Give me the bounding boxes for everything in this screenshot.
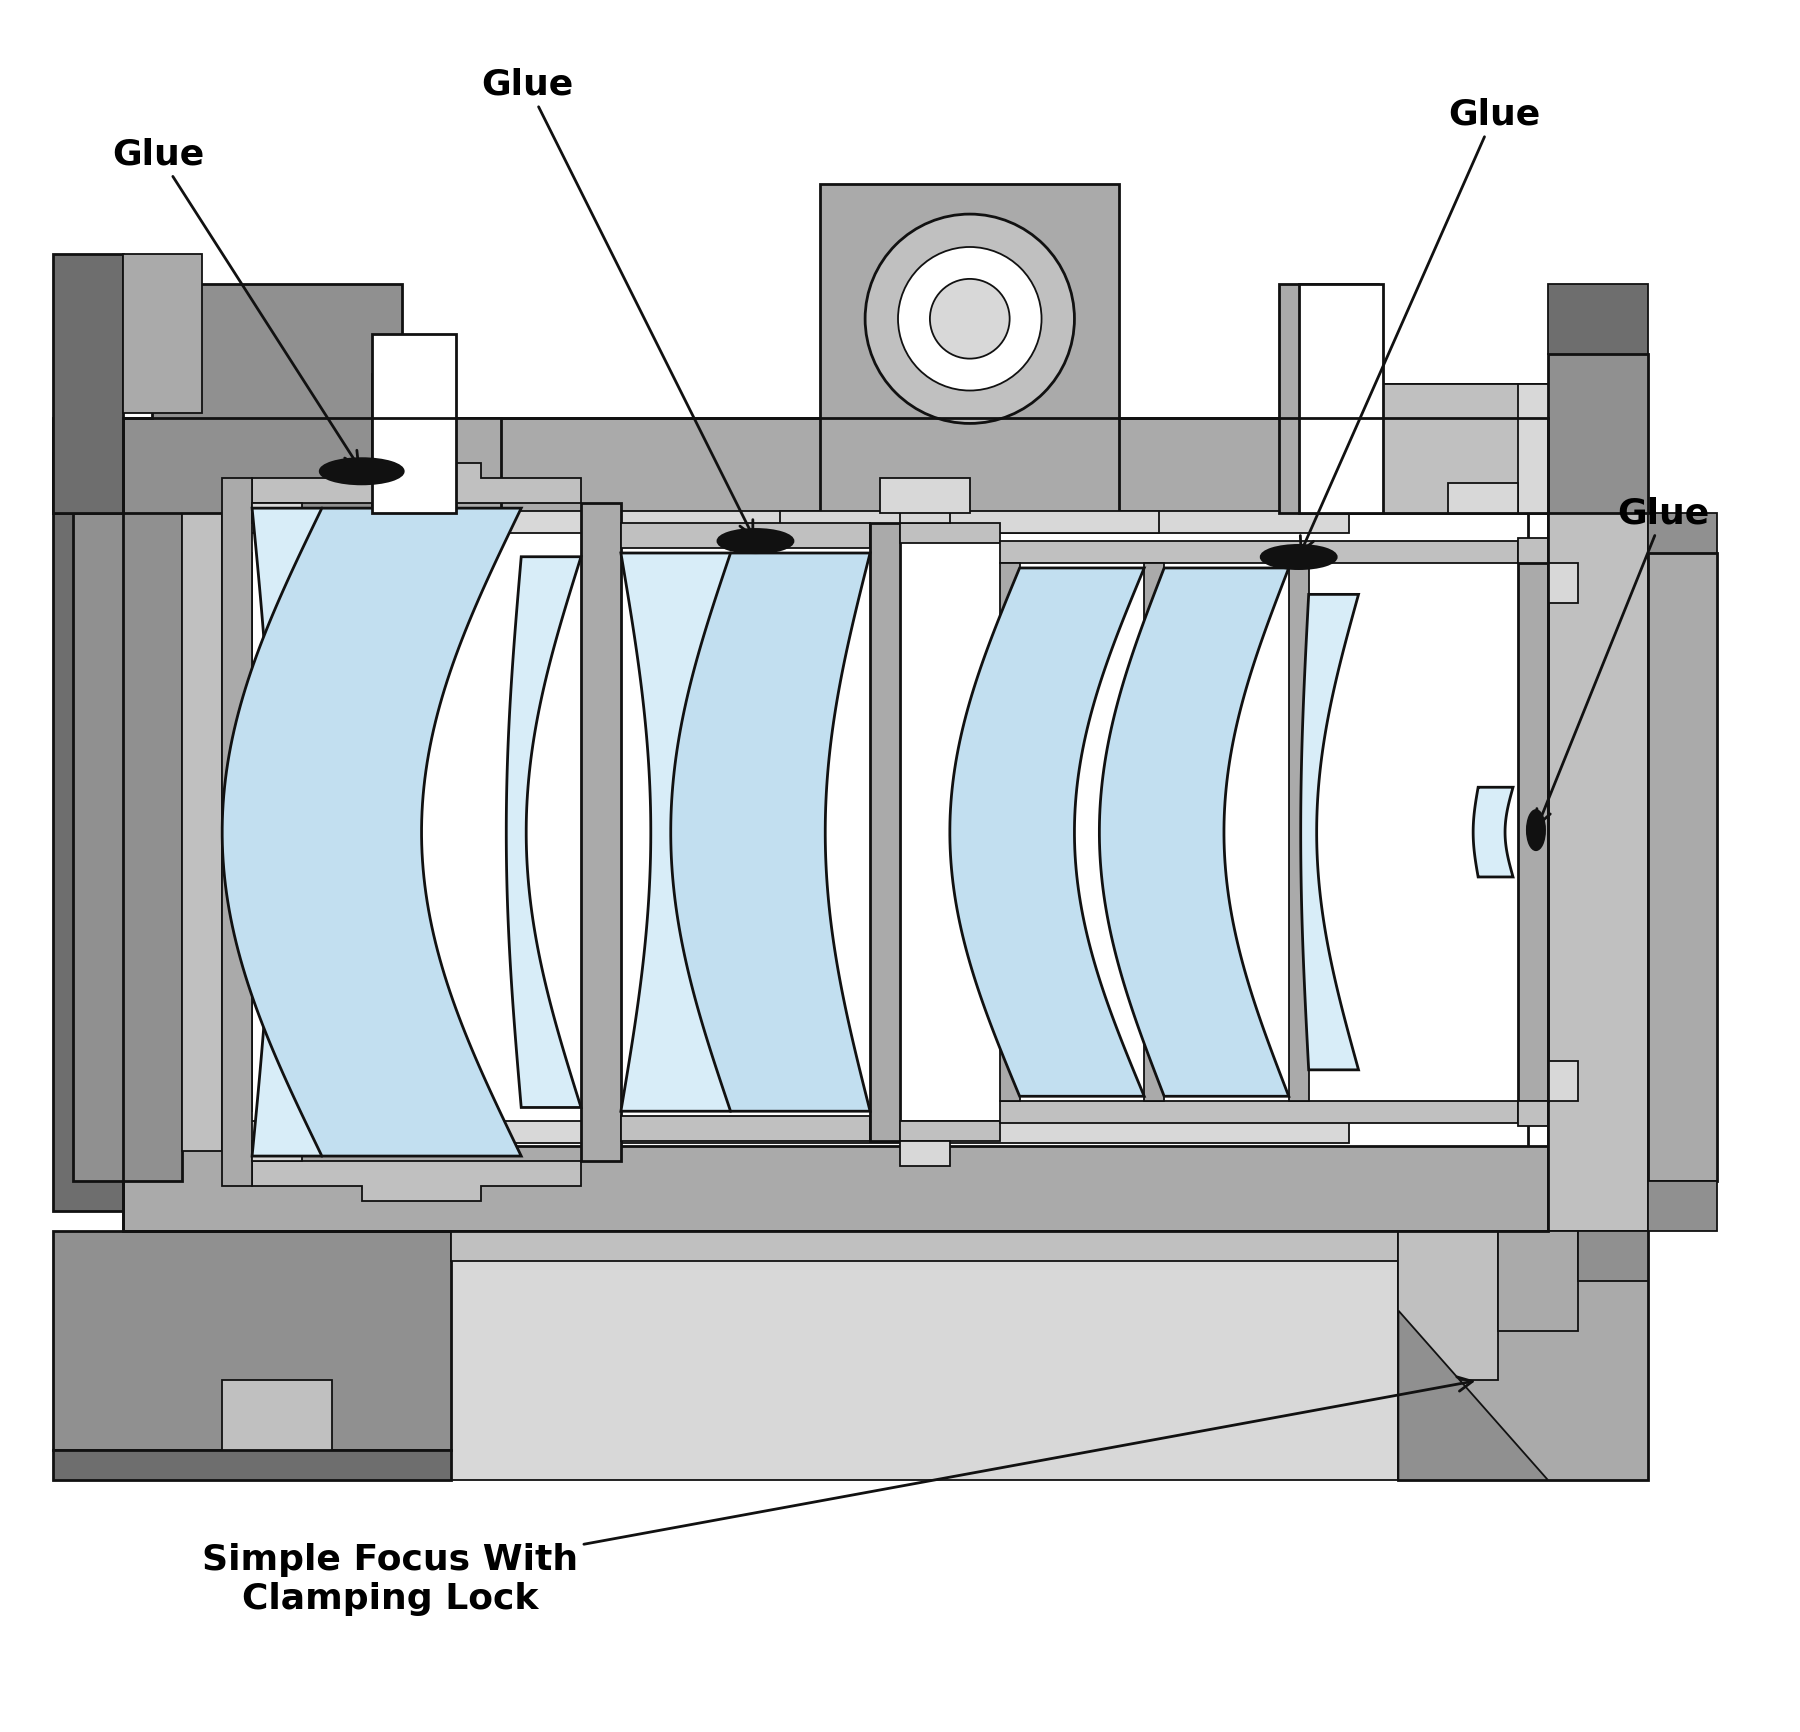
Polygon shape xyxy=(1289,563,1309,1102)
Polygon shape xyxy=(252,1141,302,1160)
Text: Glue: Glue xyxy=(113,137,358,466)
Polygon shape xyxy=(1548,513,1647,1231)
Bar xyxy=(452,1231,1399,1261)
Polygon shape xyxy=(1517,563,1548,1102)
Polygon shape xyxy=(373,374,452,419)
Ellipse shape xyxy=(718,528,794,553)
Polygon shape xyxy=(1145,563,1165,1102)
Bar xyxy=(221,1121,1348,1143)
Bar xyxy=(182,433,1528,1231)
Bar xyxy=(1517,1102,1548,1126)
Polygon shape xyxy=(52,1231,452,1450)
Polygon shape xyxy=(122,255,202,414)
Polygon shape xyxy=(1399,1231,1647,1481)
Text: Glue: Glue xyxy=(1537,495,1710,824)
Polygon shape xyxy=(1399,1311,1548,1481)
Polygon shape xyxy=(1647,553,1717,1181)
Polygon shape xyxy=(900,523,999,544)
Polygon shape xyxy=(52,454,122,1211)
Bar xyxy=(452,1231,1399,1481)
Polygon shape xyxy=(1647,513,1717,553)
Polygon shape xyxy=(671,553,869,1112)
Polygon shape xyxy=(1647,1181,1717,1231)
Polygon shape xyxy=(1399,1231,1498,1380)
Polygon shape xyxy=(52,284,500,513)
Bar xyxy=(373,334,457,513)
Polygon shape xyxy=(1517,383,1548,513)
Bar xyxy=(1517,539,1548,563)
Bar xyxy=(621,523,869,547)
Polygon shape xyxy=(900,1141,950,1166)
Bar xyxy=(880,478,970,513)
Bar xyxy=(999,540,1517,563)
Polygon shape xyxy=(182,553,252,1112)
Polygon shape xyxy=(506,556,581,1107)
Polygon shape xyxy=(1579,1231,1647,1280)
Circle shape xyxy=(931,279,1010,359)
Polygon shape xyxy=(1498,1231,1579,1330)
Polygon shape xyxy=(621,553,801,1112)
Bar xyxy=(1300,284,1384,513)
Polygon shape xyxy=(821,184,1120,513)
Polygon shape xyxy=(221,507,522,1155)
Polygon shape xyxy=(52,1450,452,1481)
Bar xyxy=(781,511,1159,533)
Text: Glue: Glue xyxy=(1300,97,1541,551)
Polygon shape xyxy=(1379,383,1548,513)
Polygon shape xyxy=(52,255,122,513)
Text: Simple Focus With
Clamping Lock: Simple Focus With Clamping Lock xyxy=(202,1377,1472,1616)
Bar xyxy=(221,511,1348,533)
Circle shape xyxy=(898,248,1042,390)
Ellipse shape xyxy=(320,459,403,485)
Polygon shape xyxy=(950,568,1145,1096)
Bar xyxy=(122,1147,1548,1231)
Polygon shape xyxy=(900,499,950,523)
Polygon shape xyxy=(221,1380,331,1450)
Ellipse shape xyxy=(1526,811,1544,850)
Circle shape xyxy=(866,215,1075,423)
Polygon shape xyxy=(869,523,900,1141)
Polygon shape xyxy=(182,513,221,1152)
Polygon shape xyxy=(1472,788,1514,876)
Bar xyxy=(621,1115,869,1141)
Polygon shape xyxy=(1278,284,1548,513)
Bar xyxy=(122,419,1548,1231)
Polygon shape xyxy=(999,563,1019,1102)
Bar xyxy=(122,419,1548,513)
Ellipse shape xyxy=(1260,546,1337,568)
Polygon shape xyxy=(252,507,412,1155)
Polygon shape xyxy=(221,478,252,1186)
Polygon shape xyxy=(1100,568,1289,1096)
Polygon shape xyxy=(252,462,581,504)
Text: Glue: Glue xyxy=(481,68,752,535)
Polygon shape xyxy=(1548,284,1647,353)
Polygon shape xyxy=(1301,594,1359,1070)
Polygon shape xyxy=(1548,1062,1579,1102)
Polygon shape xyxy=(900,1121,999,1141)
Polygon shape xyxy=(373,419,500,513)
Polygon shape xyxy=(72,483,182,1181)
Bar xyxy=(999,1102,1517,1122)
Polygon shape xyxy=(1548,353,1647,513)
Polygon shape xyxy=(581,504,621,1160)
Polygon shape xyxy=(252,1160,581,1200)
Polygon shape xyxy=(1548,563,1579,603)
Polygon shape xyxy=(252,504,302,523)
Polygon shape xyxy=(1449,483,1517,513)
